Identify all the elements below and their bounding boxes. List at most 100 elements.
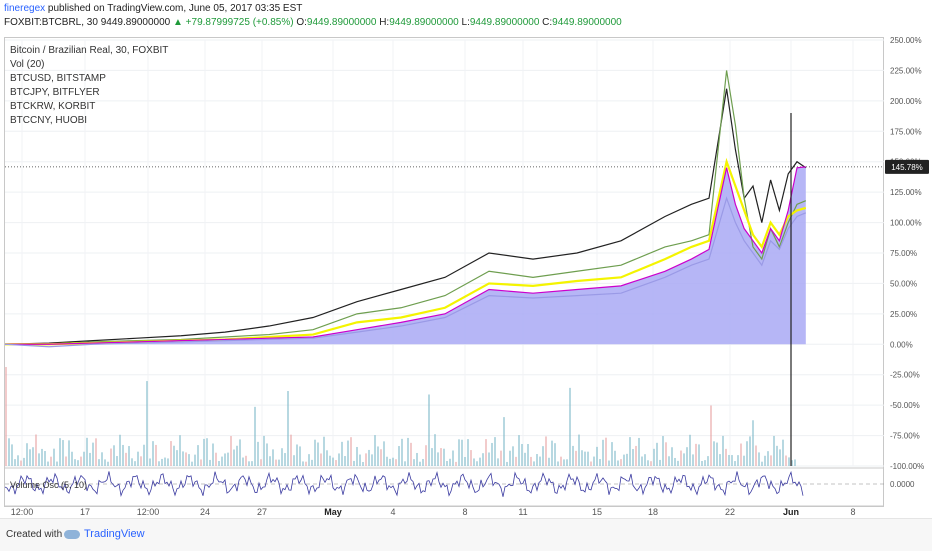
volume-bar xyxy=(83,451,85,466)
volume-bar xyxy=(329,455,331,466)
volume-bar xyxy=(5,367,7,466)
volume-bar xyxy=(413,459,415,466)
volume-bar xyxy=(113,445,115,466)
volume-bar xyxy=(533,461,535,466)
volume-bar xyxy=(527,444,529,466)
volume-bar xyxy=(263,435,265,466)
volume-bar xyxy=(287,391,289,466)
volume-bar xyxy=(314,439,316,466)
volume-bar xyxy=(344,456,346,466)
volume-bar xyxy=(704,460,706,466)
volume-bar xyxy=(662,436,664,466)
volume-bar xyxy=(530,456,532,466)
volume-bar xyxy=(68,440,70,466)
volume-bar xyxy=(176,450,178,466)
volume-bar xyxy=(248,461,250,466)
volume-bar xyxy=(536,454,538,466)
volume-bar xyxy=(311,459,313,466)
x-tick-label: Jun xyxy=(783,507,799,517)
volume-bar xyxy=(521,444,523,466)
volume-bar xyxy=(395,459,397,466)
volume-bar xyxy=(674,457,676,466)
volume-bar xyxy=(89,452,91,466)
volume-bar xyxy=(680,450,682,466)
high-value: 9449.89000000 xyxy=(389,17,459,28)
volume-bar xyxy=(350,437,352,466)
volume-bar xyxy=(629,437,631,466)
volume-bar xyxy=(125,452,127,466)
symbol-info: FOXBIT:BTCBRL, 30 9449.89000000 xyxy=(4,17,171,28)
volume-bar xyxy=(722,435,724,466)
volume-bar xyxy=(164,457,166,466)
volume-bar xyxy=(59,438,61,466)
volume-bar xyxy=(74,459,76,466)
volume-bar xyxy=(701,460,703,466)
series-lines xyxy=(4,70,807,466)
volume-bar xyxy=(191,461,193,466)
volume-bar xyxy=(257,441,259,466)
volume-bar xyxy=(44,451,46,466)
volume-bar xyxy=(338,453,340,466)
symbol-line: FOXBIT:BTCBRL, 30 9449.89000000 ▲ +79.87… xyxy=(4,17,622,28)
volume-bar xyxy=(545,436,547,466)
osc-axis-label: 0.0000 xyxy=(890,480,915,489)
osc-label[interactable]: Volume Osc (5, 10) xyxy=(10,480,87,490)
volume-bar xyxy=(695,443,697,466)
volume-bar xyxy=(575,450,577,466)
volume-bar xyxy=(746,441,748,466)
legend-vol[interactable]: Vol (20) xyxy=(10,59,45,70)
volume-bar xyxy=(227,452,229,466)
legend-btcusd[interactable]: BTCUSD, BITSTAMP xyxy=(10,73,106,84)
author-link[interactable]: fineregex xyxy=(4,3,46,14)
volume-bar xyxy=(641,456,643,466)
price-change: ▲ +79.87999725 (+0.85%) xyxy=(173,17,294,28)
volume-bar xyxy=(65,456,67,466)
volume-bar xyxy=(557,461,559,466)
volume-bar xyxy=(422,458,424,466)
legend-btckrw[interactable]: BTCKRW, KORBIT xyxy=(10,101,96,112)
volume-bar xyxy=(353,460,355,466)
series-btccny xyxy=(4,196,807,348)
volume-bar xyxy=(242,457,244,466)
volume-bar xyxy=(158,461,160,466)
volume-bar xyxy=(86,437,88,466)
volume-bar xyxy=(485,439,487,466)
volume-bar xyxy=(194,454,196,466)
open-value: 9449.89000000 xyxy=(306,17,377,28)
volume-bar xyxy=(497,458,499,466)
volume-bar xyxy=(401,438,403,466)
y-tick-label: 75.00% xyxy=(890,249,917,258)
area-layer xyxy=(5,166,806,345)
legend-main[interactable]: Bitcoin / Brazilian Real, 30, FOXBIT xyxy=(10,45,169,56)
volume-bar xyxy=(221,456,223,466)
y-tick-label: 175.00% xyxy=(890,127,922,136)
volume-bar xyxy=(266,443,268,466)
volume-bar xyxy=(743,455,745,466)
volume-bar xyxy=(542,446,544,466)
volume-bar xyxy=(761,461,763,466)
volume-bars xyxy=(5,367,796,466)
volume-bar xyxy=(440,448,442,466)
tradingview-brand[interactable]: TradingView xyxy=(64,528,145,540)
volume-bar xyxy=(560,456,562,466)
volume-bar xyxy=(767,451,769,466)
volume-bar xyxy=(53,448,55,466)
legend-btccny[interactable]: BTCCNY, HUOBI xyxy=(10,115,88,126)
volume-bar xyxy=(389,458,391,466)
volume-bar xyxy=(62,440,64,466)
legend-btcjpy[interactable]: BTCJPY, BITFLYER xyxy=(10,87,100,98)
x-tick-label: 12:00 xyxy=(137,507,160,517)
x-tick-label: 12:00 xyxy=(11,507,34,517)
volume-bar xyxy=(146,381,148,466)
volume-bar xyxy=(122,444,124,466)
volume-bar xyxy=(173,445,175,466)
volume-bar xyxy=(29,449,31,466)
volume-bar xyxy=(461,439,463,466)
volume-bar xyxy=(299,446,301,466)
volume-bar xyxy=(455,461,457,466)
volume-bar xyxy=(407,437,409,466)
volume-bar xyxy=(80,456,82,466)
x-tick-label: 8 xyxy=(850,507,855,517)
last-value-badge: 145.78% xyxy=(885,159,929,174)
